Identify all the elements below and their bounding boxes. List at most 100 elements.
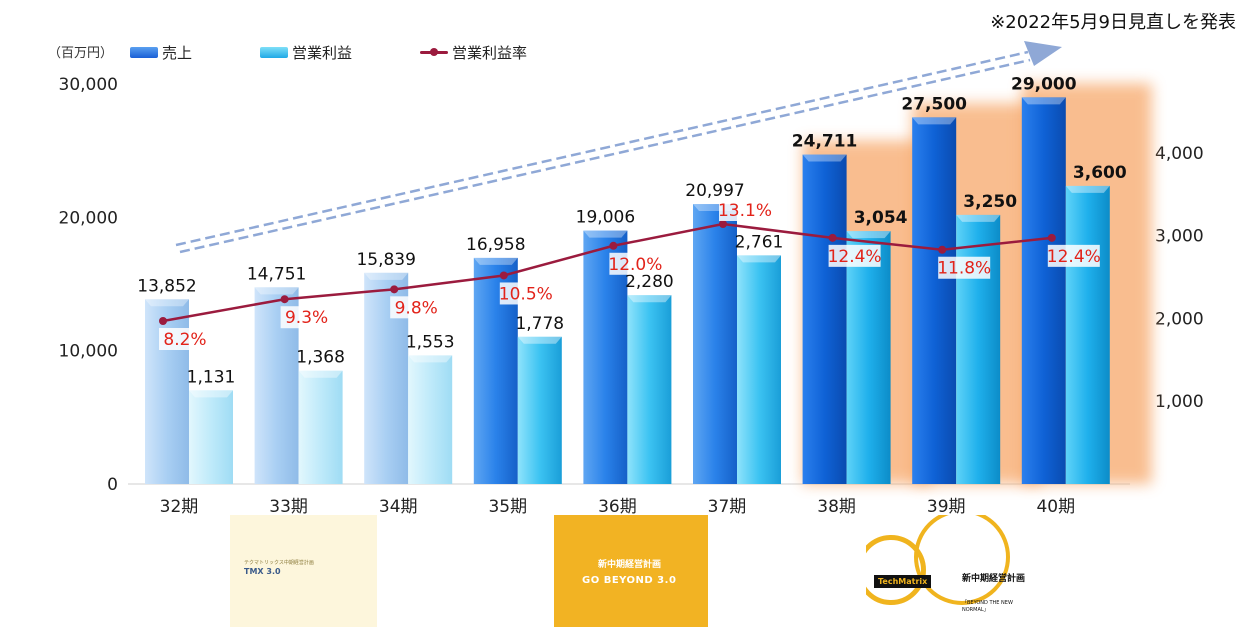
op-profit-bar bbox=[1065, 185, 1110, 485]
sales-bar-bevel bbox=[254, 287, 299, 295]
op-profit-data-label: 2,280 bbox=[625, 272, 674, 292]
left-axis-tick: 10,000 bbox=[59, 342, 118, 362]
sales-swatch-icon bbox=[130, 47, 158, 58]
op-profit-bar bbox=[737, 255, 781, 484]
thumbnail-newplan-subtitle: 「BEYOND THE NEW NORMAL」 bbox=[962, 600, 1013, 613]
x-axis-tick: 35期 bbox=[488, 497, 527, 517]
op-margin-label-bg bbox=[159, 328, 211, 350]
x-axis-tick: 40期 bbox=[1036, 497, 1075, 517]
thumbnail-tmx: テクマトリックス中期経営計画 TMX 3.0 bbox=[230, 515, 377, 627]
legend-sales: 売上 bbox=[130, 42, 192, 63]
legend-op-margin: 営業利益率 bbox=[420, 42, 527, 63]
sales-data-label: 13,852 bbox=[137, 276, 196, 296]
sales-bar bbox=[802, 154, 847, 484]
op-margin-point bbox=[499, 271, 508, 280]
op-margin-data-label: 12.0% bbox=[608, 255, 662, 275]
unit-label: （百万円） bbox=[48, 46, 114, 61]
op-profit-data-label: 3,054 bbox=[854, 208, 908, 228]
ring-icon bbox=[914, 515, 1010, 605]
thumbnail-new-plan: TechMatrix 新中期経営計画 「BEYOND THE NEW NORMA… bbox=[866, 515, 1036, 627]
trend-arrow-line bbox=[175, 50, 1029, 247]
x-axis-tick: 37期 bbox=[708, 497, 747, 517]
revision-note: ※2022年5月9日見直しを発表 bbox=[990, 12, 1236, 33]
sales-data-label: 20,997 bbox=[685, 181, 744, 201]
op-margin-data-label: 8.2% bbox=[163, 330, 206, 350]
thumbnail-gb-caption: 新中期経営計画 bbox=[598, 560, 662, 570]
op-profit-data-label: 3,250 bbox=[963, 192, 1017, 212]
left-axis-tick: 20,000 bbox=[59, 208, 118, 228]
right-axis-tick: 2,000 bbox=[1155, 309, 1204, 329]
op-margin-label-bg bbox=[390, 296, 443, 319]
x-axis-tick: 39期 bbox=[927, 497, 966, 517]
op-margin-label-bg bbox=[1047, 244, 1100, 267]
sales-data-label: 14,751 bbox=[247, 264, 306, 284]
op-margin-label-bg bbox=[280, 306, 333, 329]
legend-sales-label: 売上 bbox=[162, 44, 193, 62]
sales-bar bbox=[1021, 97, 1066, 484]
op-margin-data-label: 9.8% bbox=[395, 298, 438, 318]
sales-bar-bevel bbox=[145, 299, 189, 307]
op-profit-bar bbox=[517, 336, 562, 484]
op-profit-bar bbox=[846, 231, 891, 484]
op-margin-point bbox=[280, 295, 289, 304]
op-margin-point bbox=[390, 285, 399, 294]
op-margin-label-bg bbox=[938, 256, 991, 279]
sales-bar bbox=[912, 117, 957, 484]
right-axis-tick: 3,000 bbox=[1155, 227, 1204, 247]
x-axis-tick: 34期 bbox=[379, 497, 418, 517]
op-margin-data-label: 11.8% bbox=[937, 259, 991, 279]
thumbnail-gb-title: GO BEYOND 3.0 bbox=[582, 575, 677, 586]
op-profit-bar-bevel bbox=[517, 336, 562, 344]
op-margin-data-label: 12.4% bbox=[828, 247, 882, 267]
op-margin-point bbox=[938, 245, 947, 254]
sales-bar bbox=[693, 204, 737, 485]
x-axis-tick: 36期 bbox=[598, 497, 637, 517]
op-profit-bar bbox=[298, 370, 343, 484]
sales-bar-bevel bbox=[802, 154, 847, 162]
op-margin-data-label: 10.5% bbox=[499, 284, 553, 304]
legend-op-margin-label: 営業利益率 bbox=[452, 44, 528, 62]
op-profit-bar-bevel bbox=[737, 255, 781, 263]
op-profit-data-label: 1,131 bbox=[187, 367, 236, 387]
op-profit-bar bbox=[189, 390, 233, 484]
trend-arrow-head-icon bbox=[1024, 41, 1062, 66]
op-profit-bar-bevel bbox=[956, 214, 1001, 222]
op-profit-data-label: 1,553 bbox=[406, 332, 455, 352]
techmatrix-logo: TechMatrix bbox=[874, 575, 932, 588]
op-margin-point bbox=[719, 220, 727, 228]
op-margin-data-label: 12.4% bbox=[1047, 247, 1101, 267]
right-axis-tick: 4,000 bbox=[1155, 144, 1204, 164]
left-axis-tick: 30,000 bbox=[59, 75, 118, 95]
sales-bar-bevel bbox=[1021, 97, 1066, 105]
thumbnail-tmx-title: TMX 3.0 bbox=[244, 567, 281, 576]
sales-bar bbox=[145, 299, 189, 484]
op-margin-label-bg bbox=[828, 244, 881, 267]
op-profit-bar-bevel bbox=[846, 231, 891, 239]
x-axis-tick: 33期 bbox=[269, 497, 308, 517]
x-axis-tick: 32期 bbox=[160, 497, 199, 517]
op-profit-bar bbox=[627, 295, 672, 484]
op-profit-bar-bevel bbox=[627, 295, 672, 303]
right-axis-tick: 1,000 bbox=[1155, 392, 1204, 412]
op-profit-data-label: 2,761 bbox=[735, 232, 784, 252]
op-margin-label-bg bbox=[609, 252, 662, 275]
op-margin-data-label: 9.3% bbox=[285, 308, 328, 328]
op-profit-bar-bevel bbox=[189, 390, 233, 398]
sales-data-label: 15,839 bbox=[356, 250, 415, 270]
thumbnail-go-beyond: 新中期経営計画 GO BEYOND 3.0 bbox=[554, 515, 708, 627]
sales-bar-bevel bbox=[473, 257, 518, 265]
sales-data-label: 29,000 bbox=[1011, 74, 1077, 94]
sales-bar-bevel bbox=[912, 117, 957, 125]
op-margin-point bbox=[609, 241, 618, 250]
op-margin-point bbox=[159, 317, 167, 325]
op-margin-point bbox=[1047, 233, 1056, 242]
ring-icon bbox=[866, 535, 926, 605]
op-profit-data-label: 1,778 bbox=[515, 314, 564, 334]
x-axis-tick: 38期 bbox=[817, 497, 856, 517]
op-profit-data-label: 3,600 bbox=[1073, 163, 1127, 183]
sales-data-label: 24,711 bbox=[792, 132, 858, 152]
op-margin-data-label: 13.1% bbox=[718, 201, 772, 221]
sales-data-label: 27,500 bbox=[901, 94, 967, 114]
legend-op-profit: 営業利益 bbox=[260, 42, 352, 63]
